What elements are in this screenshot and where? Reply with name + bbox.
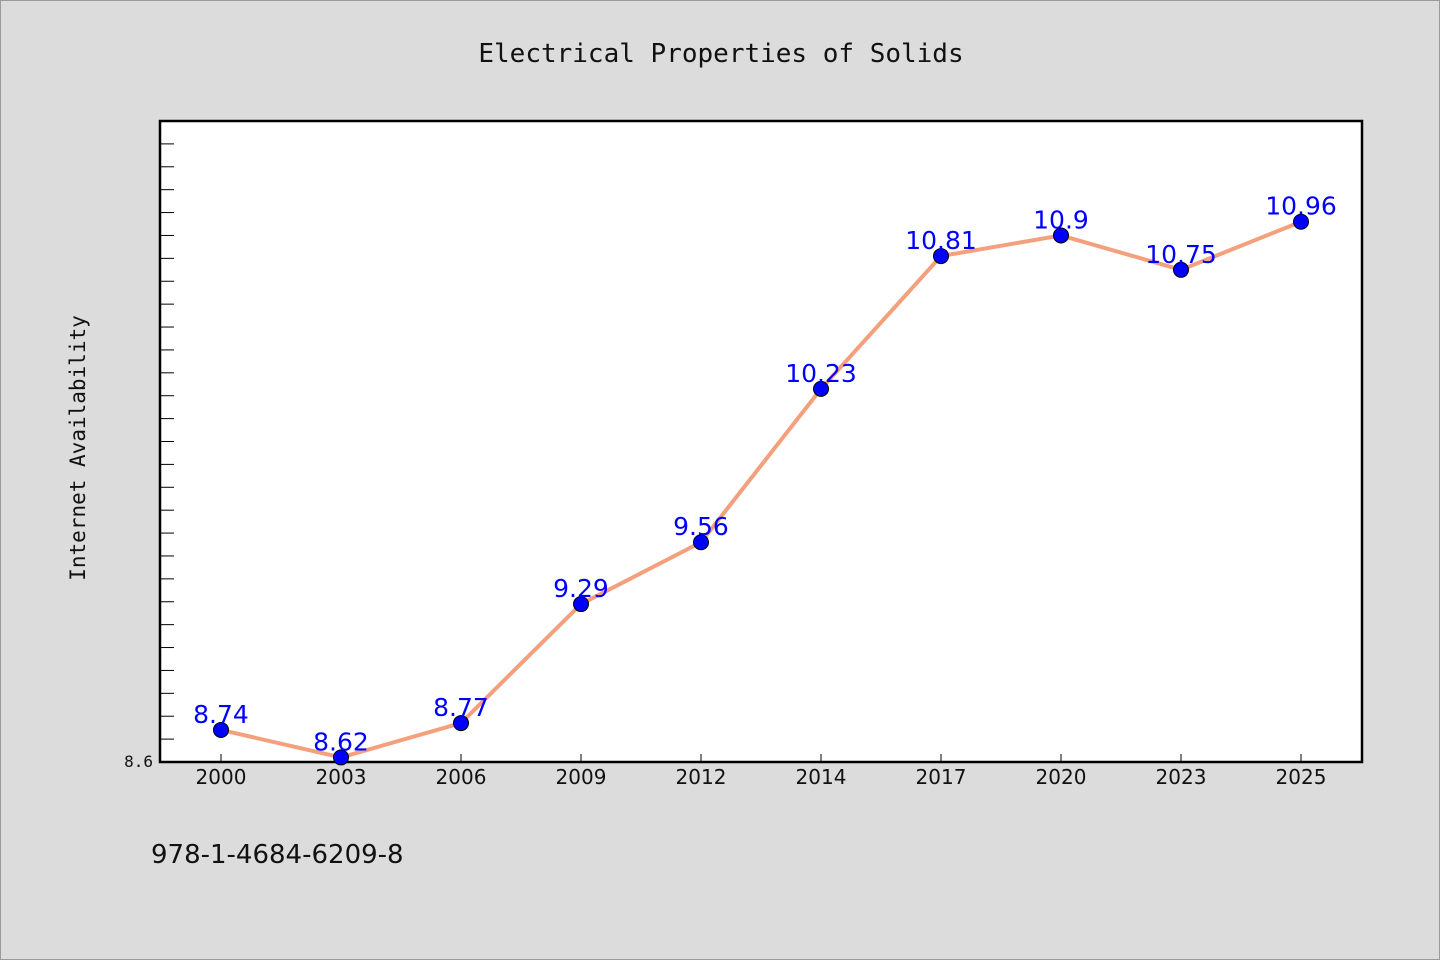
plot-area <box>158 119 1364 764</box>
data-label: 8.74 <box>193 700 249 729</box>
series-line-group <box>219 219 1303 760</box>
x-tick-label: 2023 <box>1156 765 1207 789</box>
data-point <box>333 749 349 766</box>
data-label: 8.62 <box>313 727 369 756</box>
data-label: 10.81 <box>905 226 977 255</box>
y-tick-label-min: 8.6 <box>124 752 153 771</box>
x-tick-label: 2012 <box>676 765 727 789</box>
data-label-group: 8.74 8.62 8.77 9.29 9.56 10.23 10.81 10.9 10.75 1… <box>193 192 1337 757</box>
data-label: 10.96 <box>1265 192 1337 221</box>
data-label: 10.75 <box>1145 240 1217 269</box>
data-point <box>693 534 709 551</box>
x-tick-label: 2017 <box>916 765 967 789</box>
y-axis-label: Internet Availability <box>66 315 90 581</box>
data-label: 8.77 <box>433 693 489 722</box>
data-label: 10.9 <box>1033 205 1089 234</box>
chart-title: Electrical Properties of Solids <box>478 39 963 69</box>
data-point <box>813 380 829 397</box>
y-axis-ticks <box>160 143 174 740</box>
series-line <box>219 219 1303 760</box>
footer-note: 978-1-4684-6209-8 <box>151 840 404 870</box>
x-tick-label: 2025 <box>1276 765 1327 789</box>
data-point <box>1173 261 1189 278</box>
data-point <box>573 596 589 613</box>
data-label: 9.56 <box>673 512 729 541</box>
x-tick-label: 2009 <box>556 765 607 789</box>
x-tick-label: 2000 <box>196 765 247 789</box>
x-tick-label: 2006 <box>436 765 487 789</box>
data-point <box>933 248 949 265</box>
data-label: 10.23 <box>785 359 857 388</box>
data-point <box>1293 213 1309 230</box>
x-tick-label: 2014 <box>796 765 847 789</box>
x-tick-label: 2020 <box>1036 765 1087 789</box>
x-axis-ticks: 2000 2003 2006 2009 2012 2014 2017 2020 2023 2025 <box>196 754 1327 789</box>
data-point <box>453 715 469 732</box>
series-marker-group <box>213 213 1309 766</box>
data-point <box>213 721 229 738</box>
data-label: 9.29 <box>553 574 609 603</box>
x-tick-label: 2003 <box>316 765 367 789</box>
data-point <box>1053 227 1069 244</box>
